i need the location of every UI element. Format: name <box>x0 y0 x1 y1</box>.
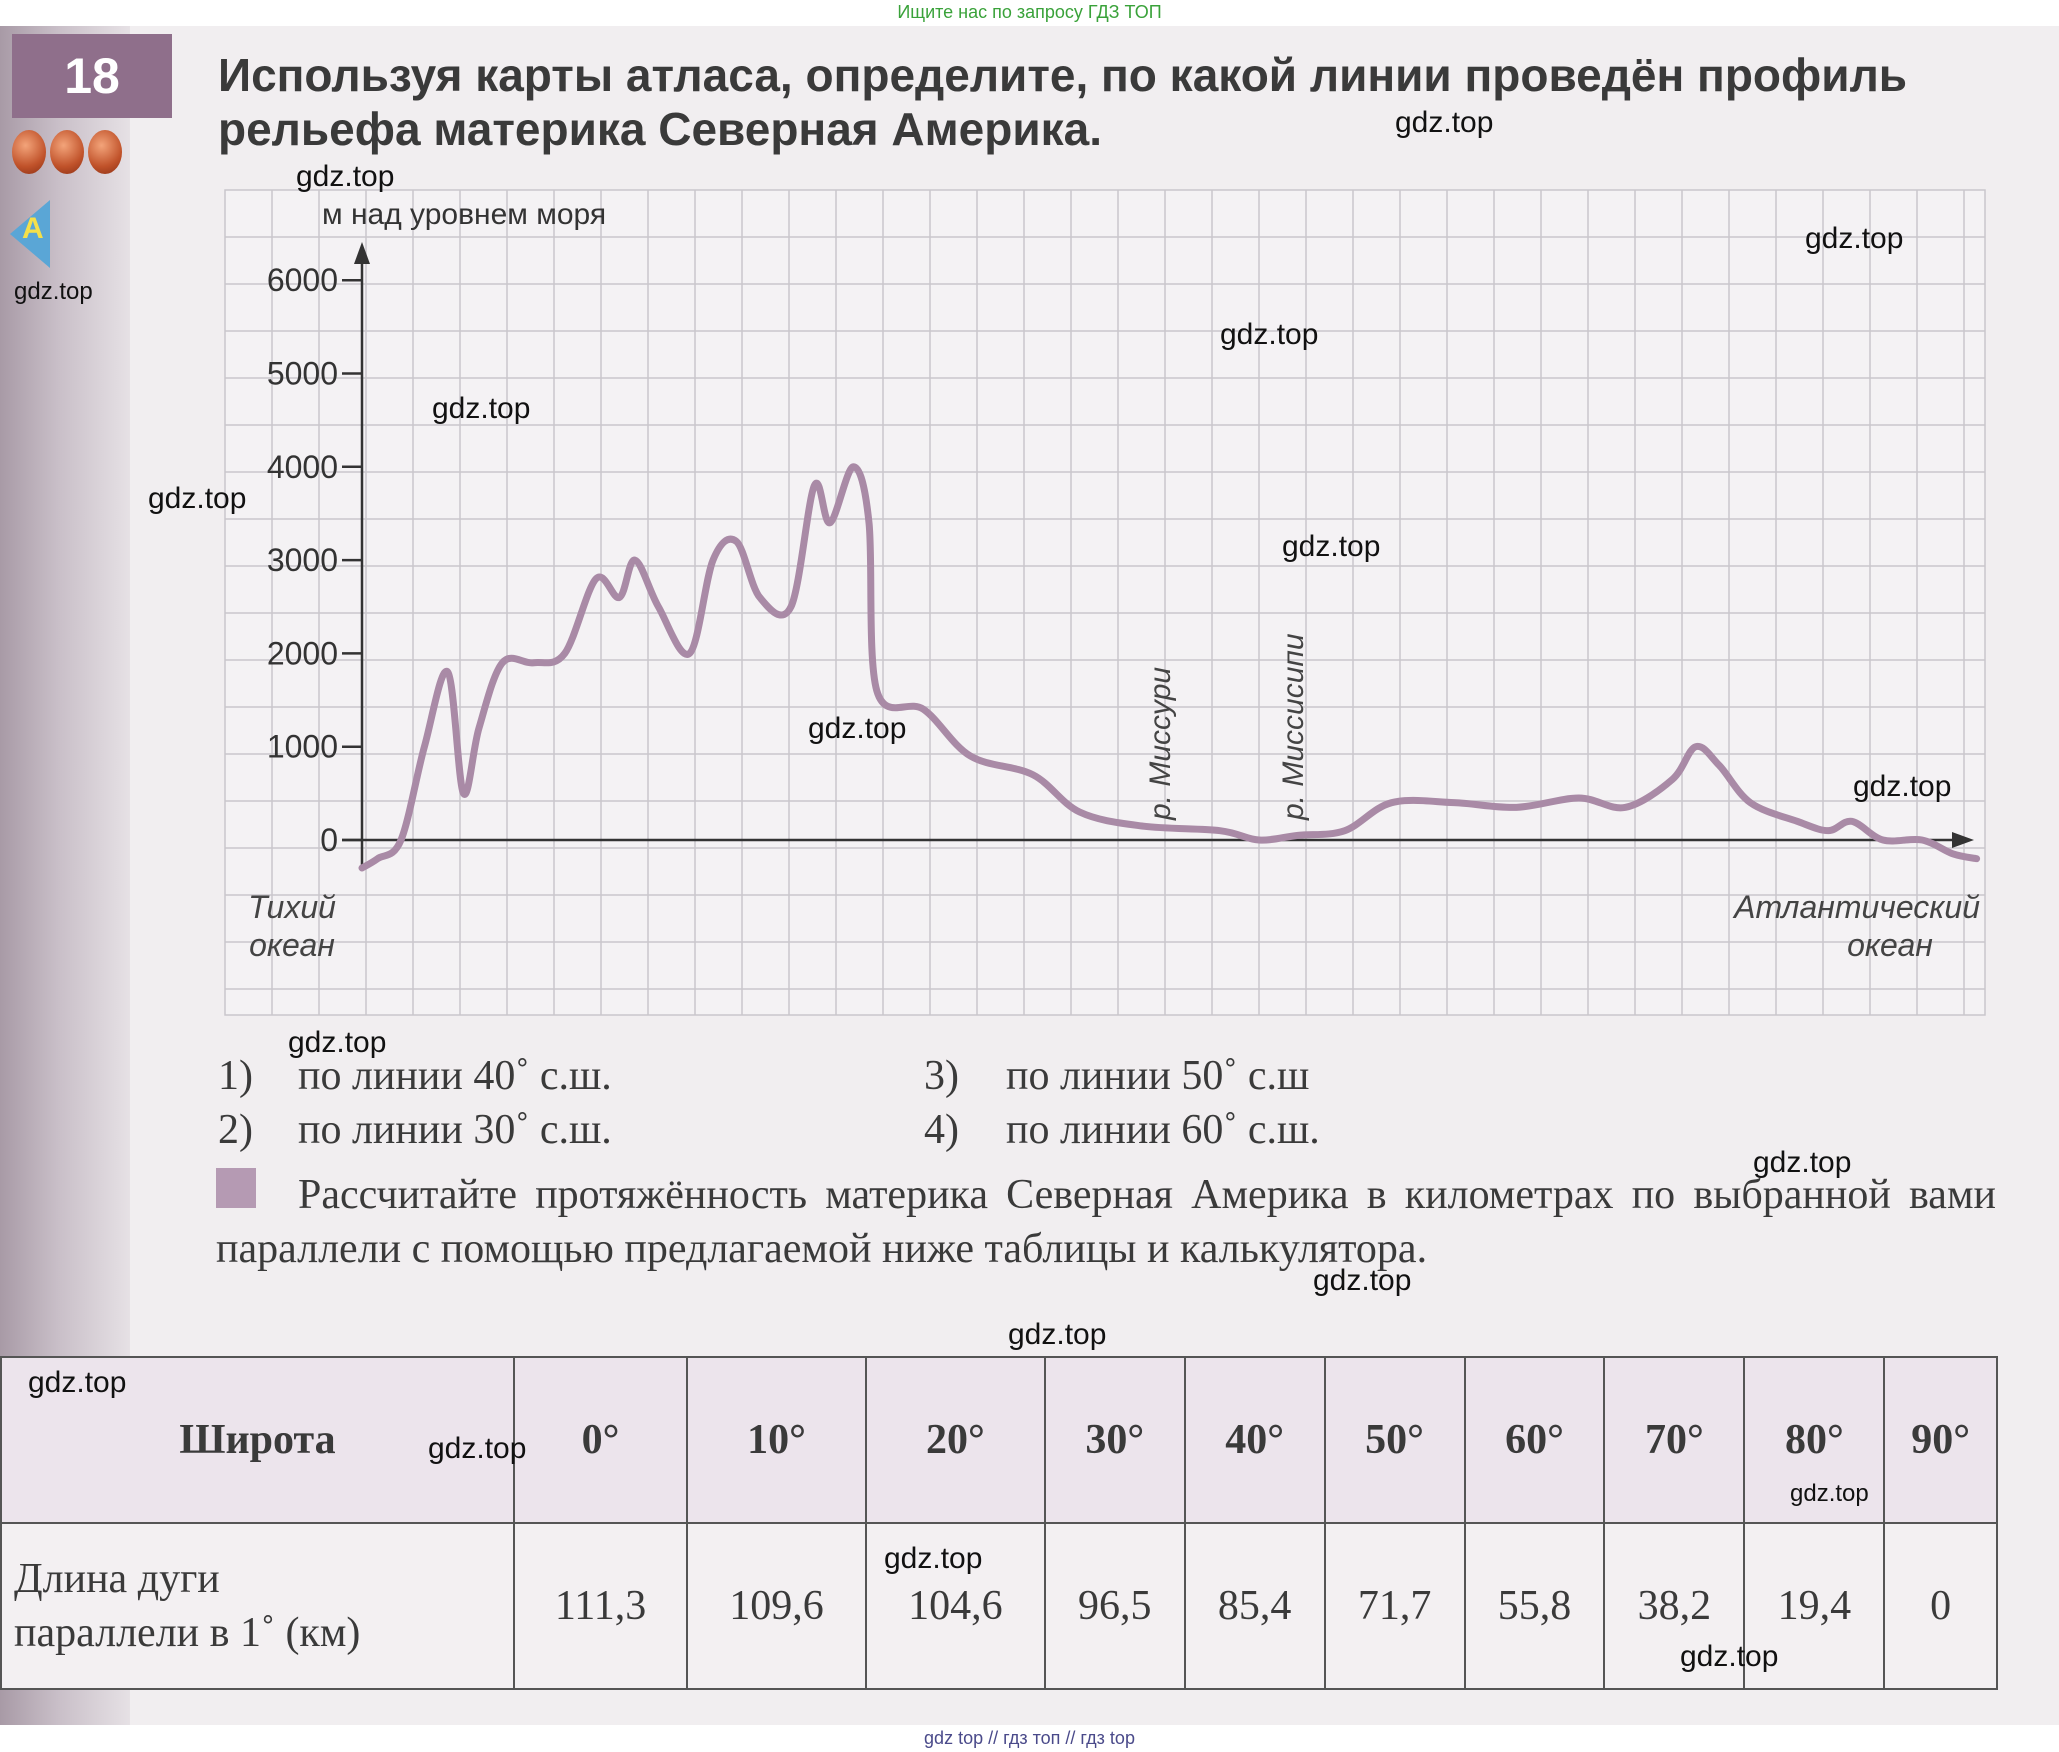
y-ticks: 0 1000 2000 3000 4000 5000 6000 <box>267 262 362 858</box>
chart-grid <box>224 189 1986 1016</box>
y-axis-label: м над уровнем моря <box>322 198 606 231</box>
grid-frame <box>224 189 1986 1016</box>
latitude-cell: 80° <box>1743 1356 1886 1524</box>
watermark: gdz.top <box>14 278 93 305</box>
option-4-number[interactable]: 4) <box>924 1107 959 1153</box>
level-a-letter: A <box>22 212 44 245</box>
latitude-cell: 10° <box>686 1356 867 1524</box>
watermark: gdz.top <box>884 1542 983 1575</box>
task2-square-icon <box>216 1168 256 1208</box>
x-axis-arrow-icon <box>1952 832 1974 848</box>
relief-profile-line <box>358 463 1981 872</box>
table-row-label: Длина дуги параллели в 1˚ (км) <box>0 1522 515 1690</box>
option-2-text[interactable]: по линии 30˚ с.ш. <box>298 1107 612 1153</box>
latitude-cell: 30° <box>1043 1356 1186 1524</box>
length-cell: 19,4 <box>1743 1522 1886 1690</box>
mississippi-river-label: р. Миссисипи <box>1277 633 1310 821</box>
task2-text: Рассчитайте протяжённость материка Север… <box>216 1172 1996 1272</box>
length-cell: 0 <box>1883 1522 1998 1690</box>
length-cell: 38,2 <box>1603 1522 1746 1690</box>
table-header-row: Широта 0° 10° 20° 30° 40° 50° 60° 70° 80… <box>0 1356 1998 1524</box>
watermark: gdz.top <box>1853 770 1952 803</box>
latitude-cell: 20° <box>864 1356 1046 1524</box>
pacific-ocean-label-2: океан <box>249 927 335 963</box>
latitude-cell: 40° <box>1183 1356 1326 1524</box>
watermark: gdz.top <box>808 712 907 745</box>
length-cell: 55,8 <box>1463 1522 1606 1690</box>
y-tick-label: 2000 <box>267 635 338 671</box>
option-3-number[interactable]: 3) <box>924 1053 959 1099</box>
y-tick-label: 1000 <box>267 729 338 765</box>
watermark: gdz.top <box>1680 1640 1779 1673</box>
latitude-cell: 0° <box>512 1356 689 1524</box>
watermark: gdz.top <box>1395 106 1494 139</box>
atlantic-ocean-label-2: океан <box>1847 927 1933 963</box>
length-cell: 96,5 <box>1043 1522 1186 1690</box>
row-label-line-1: Длина дуги <box>14 1556 220 1602</box>
latitude-cell: 90° <box>1883 1356 1998 1524</box>
difficulty-dot-icon <box>12 130 46 174</box>
latitude-table: Широта 0° 10° 20° 30° 40° 50° 60° 70° 80… <box>0 1356 1998 1690</box>
y-tick-label: 4000 <box>267 449 338 485</box>
watermark: gdz.top <box>1008 1318 1107 1351</box>
watermark: gdz.top <box>148 482 247 515</box>
option-3-text[interactable]: по линии 50˚ с.ш <box>1006 1053 1310 1099</box>
length-cell: 85,4 <box>1183 1522 1326 1690</box>
difficulty-dot-icon <box>88 130 122 174</box>
length-cell: 71,7 <box>1323 1522 1466 1690</box>
table-row: Длина дуги параллели в 1˚ (км) 111,3 109… <box>0 1522 1998 1690</box>
pacific-ocean-label-1: Тихий <box>248 889 336 925</box>
watermark: gdz.top <box>432 392 531 425</box>
y-tick-label: 0 <box>320 822 338 858</box>
level-a-arrow-icon <box>10 200 50 268</box>
length-cell: 104,6 <box>864 1522 1046 1690</box>
y-tick-label: 6000 <box>267 262 338 298</box>
top-banner[interactable]: Ищите нас по запросу ГДЗ ТОП <box>0 0 2059 26</box>
watermark: gdz.top <box>1790 1480 1869 1507</box>
y-tick-label: 3000 <box>267 542 338 578</box>
watermark: gdz.top <box>1753 1146 1852 1179</box>
atlantic-ocean-label-1: Атлантический <box>1732 889 1980 925</box>
watermark: gdz.top <box>428 1432 527 1465</box>
option-1-number[interactable]: 1) <box>218 1053 253 1099</box>
option-4-text[interactable]: по линии 60˚ с.ш. <box>1006 1107 1320 1153</box>
latitude-cell: 50° <box>1323 1356 1466 1524</box>
watermark: gdz.top <box>1282 530 1381 563</box>
question-text: Используя карты атласа, определите, по к… <box>218 49 1908 155</box>
latitude-cell: 60° <box>1463 1356 1606 1524</box>
length-cell: 111,3 <box>512 1522 689 1690</box>
bottom-banner[interactable]: gdz top // гдз топ // гдз top <box>0 1725 2059 1752</box>
length-cell: 109,6 <box>686 1522 867 1690</box>
watermark: gdz.top <box>28 1366 127 1399</box>
row-label-line-2: параллели в 1˚ (км) <box>14 1610 361 1656</box>
watermark: gdz.top <box>288 1026 387 1059</box>
y-tick-label: 5000 <box>267 356 338 392</box>
watermark: gdz.top <box>1220 318 1319 351</box>
task-number-badge: 18 <box>12 34 172 118</box>
difficulty-dot-icon <box>50 130 84 174</box>
table-head-label: Широта <box>0 1356 515 1524</box>
y-axis-arrow-icon <box>354 242 370 264</box>
option-2-number[interactable]: 2) <box>218 1107 253 1153</box>
missouri-river-label: р. Миссури <box>1144 667 1177 821</box>
watermark: gdz.top <box>296 160 395 193</box>
latitude-cell: 70° <box>1603 1356 1746 1524</box>
watermark: gdz.top <box>1313 1264 1412 1297</box>
relief-profile-chart: 0 1000 2000 3000 4000 5000 6000 м над уровнем … <box>224 189 1986 1016</box>
option-1-text[interactable]: по линии 40˚ с.ш. <box>298 1053 612 1099</box>
watermark: gdz.top <box>1805 222 1904 255</box>
